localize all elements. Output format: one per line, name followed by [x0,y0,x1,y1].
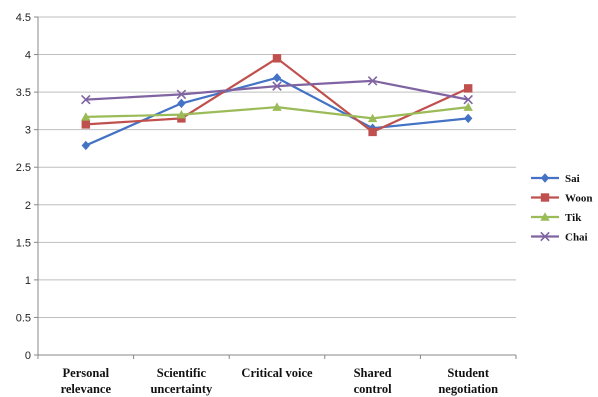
x-tick-label: Shared control [354,366,392,396]
x-tick-label: Critical voice [241,366,313,380]
series-line-chai [85,79,469,101]
data-point-sai [81,140,90,151]
data-point-woon [177,114,186,123]
data-point-tik [367,113,378,123]
data-point-tik [81,112,91,121]
data-point-woon [464,84,473,93]
legend-label: Chai [565,232,588,244]
y-tick-label: 1 [25,275,31,287]
y-tick-label: 2.5 [16,162,31,174]
data-point-sai [272,73,282,83]
x-axis-tick-labels: Personal relevance Scientific uncertainty Cr… [61,366,499,396]
y-tick-label: 4.5 [16,12,31,24]
y-tick-label: 0 [25,350,31,362]
data-point-chai [463,94,473,105]
series-sai [81,73,473,151]
legend-item-tik: Tik [531,212,582,224]
legend-swatch-marker [540,212,550,221]
data-point-chai [367,76,378,86]
x-tick-label: Personal relevance [61,366,112,396]
data-point-chai [81,94,91,105]
legend-item-sai: Sai [531,173,580,185]
data-point-woon [272,54,282,63]
legend-item-woon: Woon [531,193,593,205]
axes [34,16,517,359]
gridlines [38,16,516,318]
data-point-woon [368,127,377,137]
legend-label: Woon [565,193,593,205]
legend: Sai Woon Tik Chai [531,173,593,244]
data-point-chai [272,81,282,91]
y-tick-label: 3 [25,125,31,137]
data-point-tik [272,102,282,111]
y-tick-label: 4 [25,50,31,62]
y-axis-tick-labels: 0 0.5 1 1.5 2 2.5 3 3.5 4 4.5 [16,12,31,362]
series-tik [81,102,473,123]
x-tick-label: Student negotiation [438,366,498,396]
legend-swatch-marker [540,193,550,202]
legend-label: Sai [565,173,580,185]
data-point-sai [177,98,186,109]
y-tick-label: 3.5 [16,87,31,99]
data-point-tik [176,109,187,119]
data-point-chai [176,89,187,100]
series-chai [81,76,473,105]
y-tick-label: 0.5 [16,312,31,324]
y-tick-label: 1.5 [16,237,31,249]
series-woon [81,54,473,137]
y-tick-label: 2 [25,200,31,212]
legend-item-chai: Chai [531,232,588,244]
legend-swatch-marker [540,231,550,242]
legend-swatch-marker [540,173,550,183]
data-point-woon [81,120,90,129]
series-group [81,54,473,151]
data-point-sai [464,113,473,124]
x-tick-label: Scientific uncertainty [150,366,213,396]
series-line-woon [85,57,469,134]
data-point-tik [463,102,473,111]
legend-label: Tik [565,212,582,224]
